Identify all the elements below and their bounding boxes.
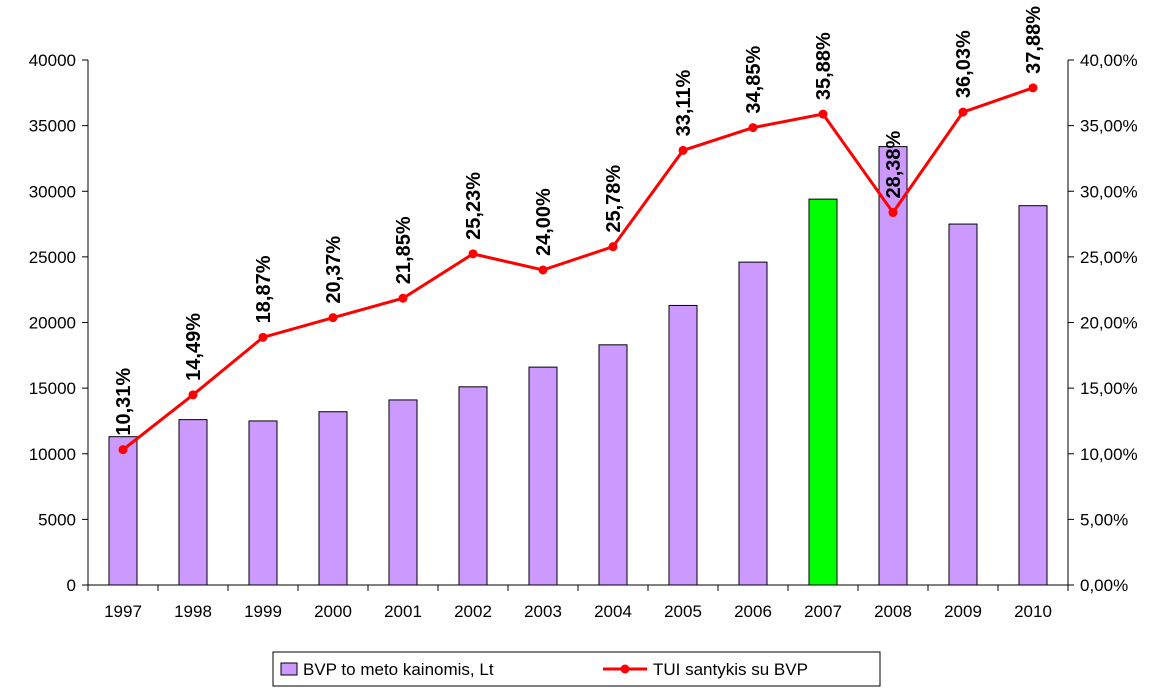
line-point xyxy=(888,208,898,218)
legend-swatch-marker xyxy=(620,664,630,674)
line-point xyxy=(258,332,268,342)
x-tick-label: 2004 xyxy=(594,602,632,621)
right-tick-label: 20,00% xyxy=(1080,314,1138,333)
legend-swatch-bars xyxy=(280,662,298,676)
bar xyxy=(108,436,138,586)
left-tick-label: 0 xyxy=(67,576,76,595)
right-tick-label: 15,00% xyxy=(1080,379,1138,398)
left-tick-label: 35000 xyxy=(29,117,76,136)
legend-label-bars: BVP to meto kainomis, Lt xyxy=(303,660,494,679)
left-tick-label: 30000 xyxy=(29,182,76,201)
legend-box xyxy=(272,651,881,687)
x-tick-label: 2008 xyxy=(874,602,912,621)
data-label: 33,11% xyxy=(673,69,695,136)
right-tick-label: 30,00% xyxy=(1080,182,1138,201)
line-series xyxy=(122,86,1034,451)
data-label: 36,03% xyxy=(953,30,975,98)
bar xyxy=(738,261,768,586)
data-label: 10,31% xyxy=(113,368,135,436)
x-tick-label: 2003 xyxy=(524,602,562,621)
right-tick-label: 5,00% xyxy=(1080,510,1128,529)
bar xyxy=(668,304,698,586)
data-label: 14,49% xyxy=(183,313,205,381)
data-label: 28,38% xyxy=(883,130,905,198)
legend-label-line: TUI santykis su BVP xyxy=(653,660,808,679)
line-point xyxy=(538,265,548,275)
bar xyxy=(178,419,208,586)
right-tick-label: 0,00% xyxy=(1080,576,1128,595)
data-label: 24,00% xyxy=(533,188,555,256)
right-tick-label: 10,00% xyxy=(1080,445,1138,464)
line-point xyxy=(188,390,198,400)
x-tick-label: 1998 xyxy=(174,602,212,621)
bar xyxy=(248,420,278,586)
bar xyxy=(318,411,348,586)
x-tick-label: 1999 xyxy=(244,602,282,621)
data-label: 35,88% xyxy=(813,32,835,100)
data-label: 18,87% xyxy=(253,255,275,323)
right-tick-label: 35,00% xyxy=(1080,117,1138,136)
line-point xyxy=(468,249,478,259)
x-tick-label: 2000 xyxy=(314,602,352,621)
x-tick-label: 2005 xyxy=(664,602,702,621)
left-tick-label: 15000 xyxy=(29,379,76,398)
data-label: 20,37% xyxy=(323,236,345,304)
x-tick-label: 2007 xyxy=(804,602,842,621)
bar xyxy=(1018,205,1048,586)
bar xyxy=(878,146,908,586)
bar xyxy=(528,366,558,586)
right-tick-label: 25,00% xyxy=(1080,248,1138,267)
line-point xyxy=(678,145,688,155)
bar xyxy=(388,399,418,586)
bar xyxy=(598,344,628,586)
line-point xyxy=(328,313,338,323)
line-point xyxy=(748,123,758,133)
left-tick-label: 20000 xyxy=(29,314,76,333)
line-point xyxy=(958,107,968,117)
data-label: 25,23% xyxy=(463,172,485,240)
left-tick-label: 5000 xyxy=(38,510,76,529)
line-point xyxy=(608,242,618,252)
data-label: 37,88% xyxy=(1023,6,1045,74)
data-label: 21,85% xyxy=(393,216,415,284)
x-tick-label: 1997 xyxy=(104,602,142,621)
data-label: 34,85% xyxy=(743,46,765,114)
right-tick-label: 40,00% xyxy=(1080,51,1138,70)
bar xyxy=(948,223,978,586)
left-tick-label: 10000 xyxy=(29,445,76,464)
x-tick-label: 2009 xyxy=(944,602,982,621)
x-tick-label: 2002 xyxy=(454,602,492,621)
x-tick-label: 2010 xyxy=(1014,602,1052,621)
bar xyxy=(808,198,838,586)
x-tick-label: 2001 xyxy=(384,602,422,621)
line-point xyxy=(1028,83,1038,93)
left-tick-label: 25000 xyxy=(29,248,76,267)
left-tick-label: 40000 xyxy=(29,51,76,70)
line-point xyxy=(118,445,128,455)
x-tick-label: 2006 xyxy=(734,602,772,621)
line-point xyxy=(818,109,828,119)
line-point xyxy=(398,293,408,303)
bar xyxy=(458,386,488,586)
data-label: 25,78% xyxy=(603,165,625,233)
